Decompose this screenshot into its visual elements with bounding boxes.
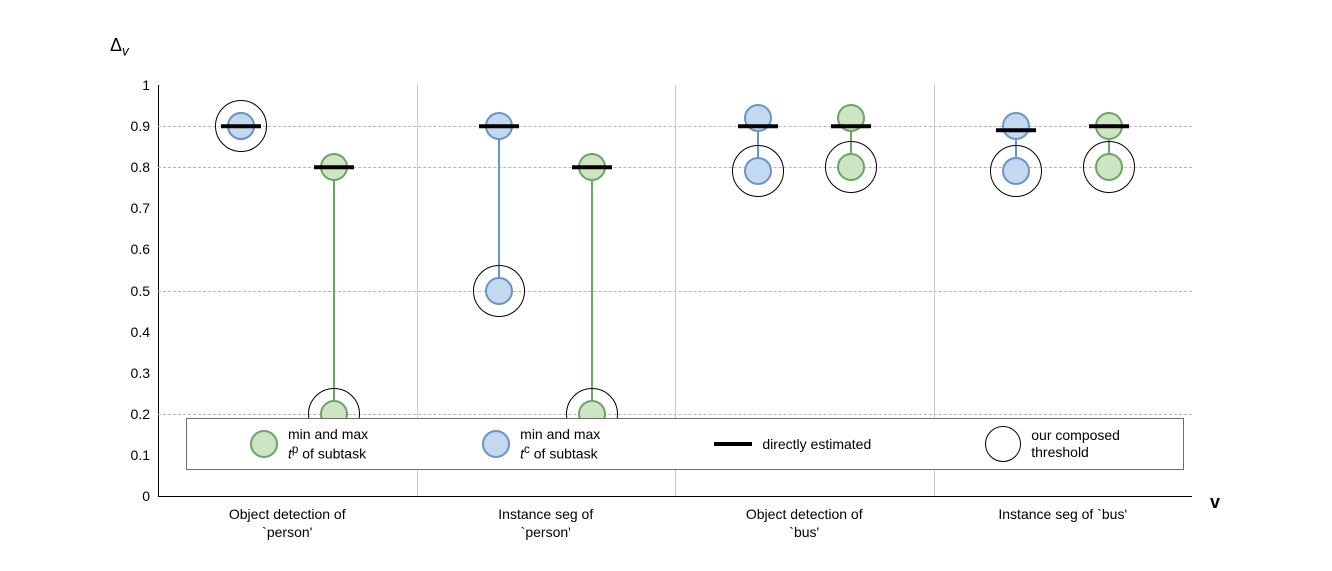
y-tick-label: 0.9 [110, 118, 150, 134]
legend-item: our composedthreshold [985, 426, 1120, 462]
legend-label: min and maxtc of subtask [520, 426, 600, 462]
y-tick-label: 0.5 [110, 283, 150, 299]
direct-estimate-bar [1089, 124, 1129, 128]
panel-label: Instance seg of `bus' [934, 506, 1193, 524]
direct-estimate-bar [572, 165, 612, 169]
legend-item: min and maxtc of subtask [482, 426, 600, 462]
blue-marker-min [744, 157, 772, 185]
legend-swatch-bar [714, 442, 752, 446]
legend-label: directly estimated [762, 436, 871, 453]
y-tick-label: 0.8 [110, 159, 150, 175]
y-tick-label: 0 [110, 488, 150, 504]
direct-estimate-bar [479, 124, 519, 128]
direct-estimate-bar [831, 124, 871, 128]
y-tick-label: 0.7 [110, 200, 150, 216]
y-tick-label: 0.2 [110, 406, 150, 422]
legend-label: our composedthreshold [1031, 427, 1120, 461]
y-tick-label: 0.1 [110, 447, 150, 463]
direct-estimate-bar [221, 124, 261, 128]
legend-swatch-blue [482, 430, 510, 458]
green-marker-min [1095, 153, 1123, 181]
panel-label: Object detection of `person' [158, 506, 417, 541]
direct-estimate-bar [738, 124, 778, 128]
legend-swatch-green [250, 430, 278, 458]
green-marker-min [837, 153, 865, 181]
blue-marker-min [485, 277, 513, 305]
direct-estimate-bar [996, 128, 1036, 132]
y-axis-title: Δv [110, 35, 129, 59]
legend: min and maxtp of subtask min and maxtc of… [186, 418, 1184, 470]
green-stem [333, 167, 335, 414]
x-axis-line [158, 496, 1192, 497]
y-tick-label: 0.4 [110, 324, 150, 340]
blue-marker-max [1002, 112, 1030, 140]
y-tick-label: 0.6 [110, 241, 150, 257]
y-tick-label: 0.3 [110, 365, 150, 381]
direct-estimate-bar [314, 165, 354, 169]
y-tick-label: 1 [110, 77, 150, 93]
x-axis-title: v [1210, 492, 1220, 513]
green-stem [591, 167, 593, 414]
panel-label: Object detection of `bus' [675, 506, 934, 541]
chart-canvas: 0 0.1 0.2 0.3 0.4 0.5 0.6 0.7 0.8 0.9 1 Δv v Object d… [0, 0, 1332, 571]
legend-item: min and maxtp of subtask [250, 426, 368, 462]
legend-swatch-ring [985, 426, 1021, 462]
legend-label: min and maxtp of subtask [288, 426, 368, 462]
legend-item: directly estimated [714, 436, 871, 453]
panel-label: Instance seg of `person' [417, 506, 676, 541]
blue-marker-min [1002, 157, 1030, 185]
